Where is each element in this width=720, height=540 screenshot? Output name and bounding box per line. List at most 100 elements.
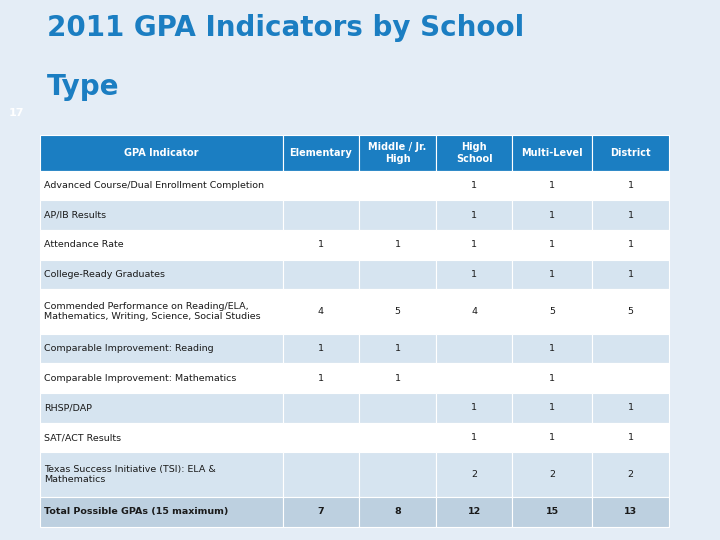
Text: 2: 2: [471, 470, 477, 479]
Text: Total Possible GPAs (15 maximum): Total Possible GPAs (15 maximum): [44, 507, 229, 516]
Text: 5: 5: [628, 307, 634, 316]
Text: 1: 1: [471, 211, 477, 220]
Bar: [40, 260, 283, 289]
Text: 1: 1: [395, 240, 400, 249]
Bar: [283, 423, 359, 453]
Bar: [436, 171, 513, 200]
Bar: [513, 363, 593, 393]
Text: 1: 1: [549, 374, 555, 383]
Bar: [359, 363, 436, 393]
Text: 1: 1: [549, 181, 555, 190]
Bar: [40, 453, 283, 497]
Bar: [283, 200, 359, 230]
Text: SAT/ACT Results: SAT/ACT Results: [44, 433, 122, 442]
Text: 5: 5: [395, 307, 400, 316]
Bar: [593, 453, 669, 497]
Bar: [283, 230, 359, 260]
Bar: [593, 393, 669, 423]
Bar: [359, 497, 436, 526]
Text: 1: 1: [549, 433, 555, 442]
Text: 1: 1: [471, 403, 477, 413]
Text: 1: 1: [471, 433, 477, 442]
Text: 1: 1: [549, 270, 555, 279]
Text: 1: 1: [628, 403, 634, 413]
Text: 1: 1: [549, 211, 555, 220]
Bar: [436, 363, 513, 393]
Text: 1: 1: [471, 181, 477, 190]
Bar: [513, 453, 593, 497]
Text: 1: 1: [318, 344, 324, 353]
Bar: [283, 497, 359, 526]
Text: Advanced Course/Dual Enrollment Completion: Advanced Course/Dual Enrollment Completi…: [44, 181, 264, 190]
Text: 1: 1: [549, 344, 555, 353]
Text: 1: 1: [471, 270, 477, 279]
Text: Comparable Improvement: Mathematics: Comparable Improvement: Mathematics: [44, 374, 237, 383]
Text: Middle / Jr.
High: Middle / Jr. High: [369, 142, 427, 164]
Text: High
School: High School: [456, 142, 492, 164]
Bar: [436, 423, 513, 453]
Bar: [593, 171, 669, 200]
Bar: [593, 135, 669, 171]
Text: 1: 1: [471, 240, 477, 249]
Text: RHSP/DAP: RHSP/DAP: [44, 403, 92, 413]
Bar: [436, 289, 513, 334]
Bar: [359, 393, 436, 423]
Bar: [513, 135, 593, 171]
Text: GPA Indicator: GPA Indicator: [124, 148, 199, 158]
Bar: [283, 453, 359, 497]
Bar: [593, 497, 669, 526]
Text: 12: 12: [467, 507, 481, 516]
Text: 15: 15: [546, 507, 559, 516]
Text: District: District: [611, 148, 651, 158]
Bar: [359, 230, 436, 260]
Text: 1: 1: [318, 240, 324, 249]
Bar: [40, 289, 283, 334]
Text: AP/IB Results: AP/IB Results: [44, 211, 107, 220]
Text: 2: 2: [628, 470, 634, 479]
Bar: [359, 453, 436, 497]
Bar: [593, 363, 669, 393]
Bar: [283, 171, 359, 200]
Text: 7: 7: [318, 507, 324, 516]
Bar: [513, 334, 593, 363]
Text: 1: 1: [318, 374, 324, 383]
Text: Commended Performance on Reading/ELA,
Mathematics, Writing, Science, Social Stud: Commended Performance on Reading/ELA, Ma…: [44, 302, 261, 321]
Text: 1: 1: [628, 211, 634, 220]
Bar: [513, 230, 593, 260]
Text: 1: 1: [628, 433, 634, 442]
Bar: [436, 334, 513, 363]
Text: 1: 1: [628, 181, 634, 190]
Bar: [40, 135, 283, 171]
Text: 1: 1: [395, 344, 400, 353]
Text: 4: 4: [318, 307, 324, 316]
Bar: [513, 423, 593, 453]
Bar: [359, 334, 436, 363]
Text: 1: 1: [628, 270, 634, 279]
Bar: [283, 289, 359, 334]
Bar: [436, 260, 513, 289]
Text: 4: 4: [471, 307, 477, 316]
Text: 1: 1: [549, 240, 555, 249]
Bar: [40, 334, 283, 363]
Bar: [359, 171, 436, 200]
Bar: [436, 135, 513, 171]
Bar: [593, 260, 669, 289]
Bar: [40, 393, 283, 423]
Text: Comparable Improvement: Reading: Comparable Improvement: Reading: [44, 344, 214, 353]
Bar: [283, 135, 359, 171]
Bar: [40, 423, 283, 453]
Text: Texas Success Initiative (TSI): ELA &
Mathematics: Texas Success Initiative (TSI): ELA & Ma…: [44, 465, 216, 484]
Bar: [436, 453, 513, 497]
Text: Attendance Rate: Attendance Rate: [44, 240, 124, 249]
Bar: [40, 497, 283, 526]
Text: 5: 5: [549, 307, 555, 316]
Bar: [40, 200, 283, 230]
Bar: [436, 230, 513, 260]
Bar: [40, 171, 283, 200]
Bar: [593, 334, 669, 363]
Bar: [513, 497, 593, 526]
Bar: [359, 135, 436, 171]
Bar: [593, 423, 669, 453]
Text: Multi-Level: Multi-Level: [521, 148, 583, 158]
Text: 2011 GPA Indicators by School: 2011 GPA Indicators by School: [47, 14, 524, 42]
